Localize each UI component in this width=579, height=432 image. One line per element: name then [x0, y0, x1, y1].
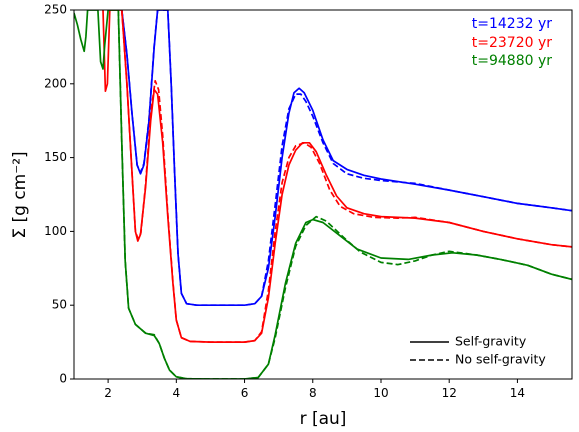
x-tick-label: 8 [309, 386, 317, 400]
y-tick-label: 250 [44, 3, 67, 17]
series-line-4 [120, 10, 572, 343]
x-tick-label: 14 [510, 386, 525, 400]
time-labels: t=14232 yr t=23720 yr t=94880 yr [472, 16, 552, 69]
series-line-6 [117, 10, 572, 379]
legend: Self-gravity No self-gravity [410, 334, 546, 367]
y-tick-label: 200 [44, 76, 67, 90]
x-axis: 2 4 6 8 10 12 14 [104, 379, 525, 400]
time-label-2: t=23720 yr [472, 35, 552, 51]
series-layer [74, 10, 572, 379]
x-tick-label: 4 [173, 386, 181, 400]
plot-frame [73, 9, 573, 380]
y-tick-label: 50 [52, 298, 67, 312]
y-tick-label: 100 [44, 224, 67, 238]
x-tick-label: 10 [373, 386, 388, 400]
y-axis-label: Σ [g cm⁻²] [10, 151, 30, 238]
x-tick-label: 2 [104, 386, 112, 400]
y-tick-label: 150 [44, 150, 67, 164]
time-label-3: t=94880 yr [472, 53, 552, 69]
y-tick-label: 0 [59, 372, 67, 386]
x-tick-label: 6 [241, 386, 249, 400]
x-axis-label: r [au] [300, 409, 347, 429]
x-tick-label: 12 [442, 386, 457, 400]
legend-label-self-gravity: Self-gravity [455, 334, 527, 349]
legend-label-no-self-gravity: No self-gravity [455, 352, 546, 367]
series-line-2 [120, 10, 572, 307]
y-axis: 0 50 100 150 200 250 [44, 3, 74, 386]
time-label-1: t=14232 yr [472, 16, 552, 32]
